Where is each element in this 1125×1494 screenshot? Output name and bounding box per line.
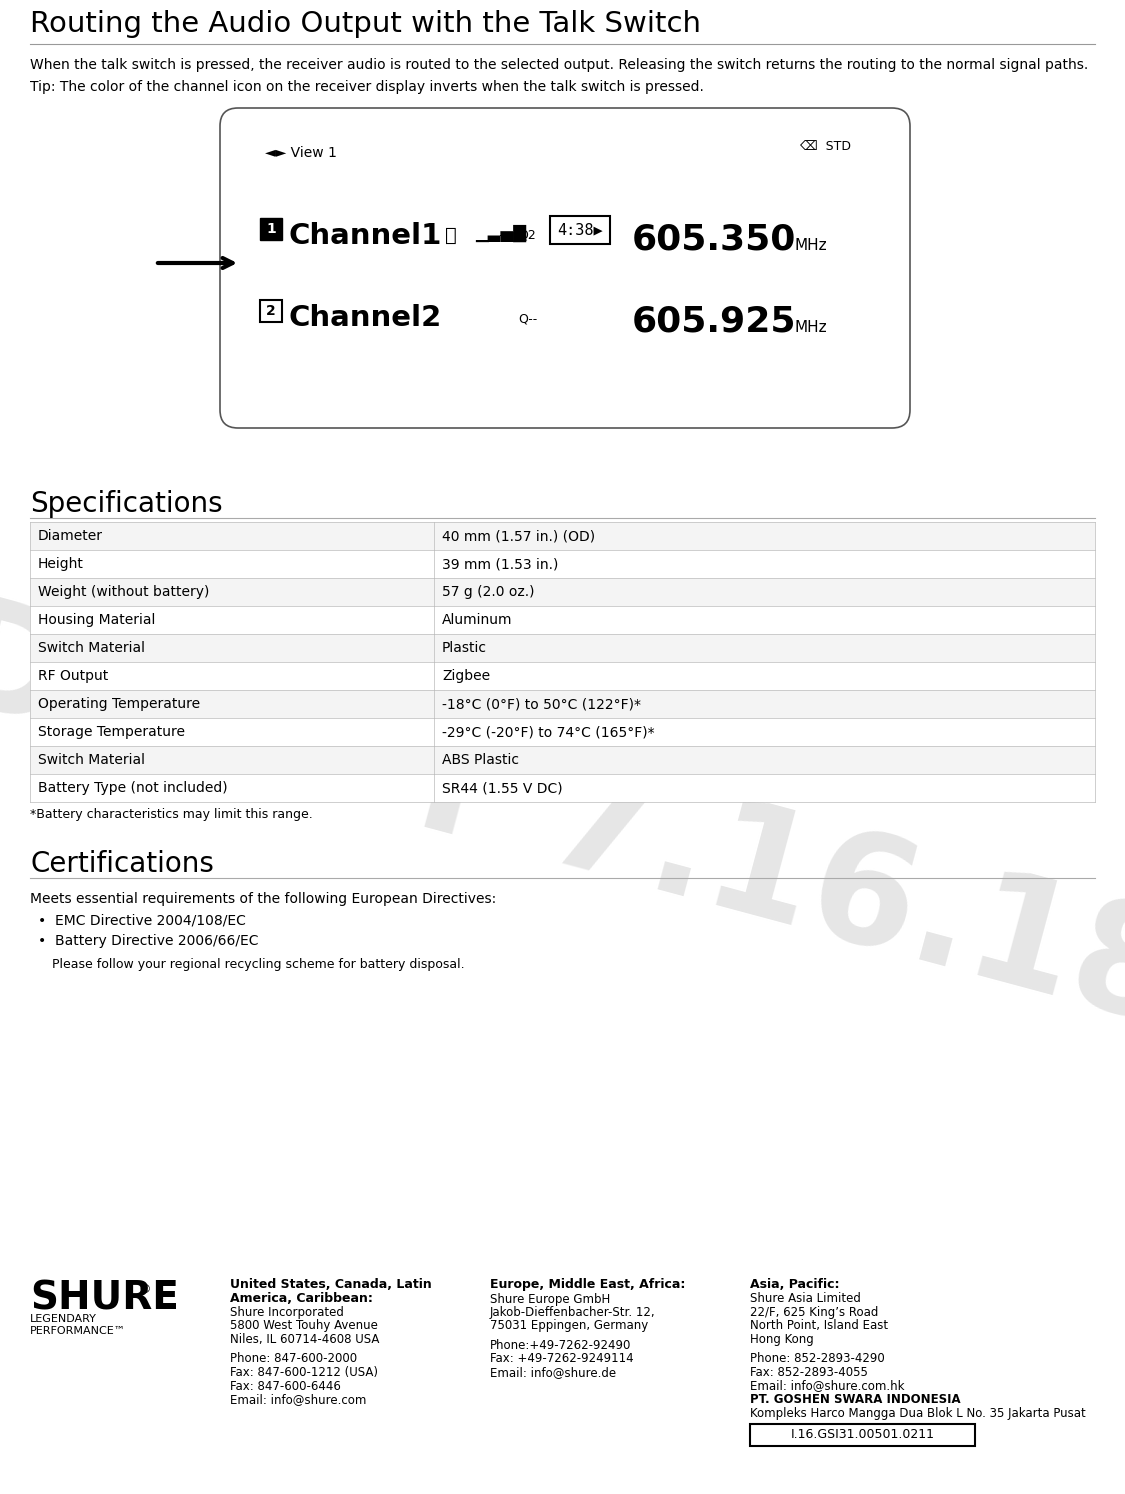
Text: Diameter: Diameter bbox=[38, 529, 104, 542]
Text: Routing the Audio Output with the Talk Switch: Routing the Audio Output with the Talk S… bbox=[30, 10, 701, 37]
Bar bbox=[30, 607, 1095, 633]
Text: Certifications: Certifications bbox=[30, 850, 214, 878]
Text: 1: 1 bbox=[267, 223, 276, 236]
Text: Europe, Middle East, Africa:: Europe, Middle East, Africa: bbox=[490, 1277, 685, 1291]
Text: Jakob-Dieffenbacher-Str. 12,: Jakob-Dieffenbacher-Str. 12, bbox=[490, 1306, 656, 1319]
Text: *Battery characteristics may limit this range.: *Battery characteristics may limit this … bbox=[30, 808, 313, 822]
Text: ABS Plastic: ABS Plastic bbox=[442, 753, 519, 766]
Text: MHz: MHz bbox=[795, 238, 828, 252]
Text: Storage Temperature: Storage Temperature bbox=[38, 725, 184, 740]
Text: Height: Height bbox=[38, 557, 84, 571]
Text: America, Caribbean:: America, Caribbean: bbox=[229, 1291, 372, 1304]
Bar bbox=[260, 300, 282, 323]
Text: SR44 (1.55 V DC): SR44 (1.55 V DC) bbox=[442, 781, 562, 795]
Text: Email: info@shure.de: Email: info@shure.de bbox=[490, 1366, 616, 1379]
Text: 39 mm (1.53 in.): 39 mm (1.53 in.) bbox=[442, 557, 558, 571]
Text: Asia, Pacific:: Asia, Pacific: bbox=[750, 1277, 839, 1291]
Text: Channel2: Channel2 bbox=[288, 303, 441, 332]
Text: Channel1: Channel1 bbox=[288, 223, 441, 249]
Text: PT. GOSHEN SWARA INDONESIA: PT. GOSHEN SWARA INDONESIA bbox=[750, 1392, 961, 1406]
Bar bbox=[30, 774, 1095, 802]
Text: 2: 2 bbox=[267, 303, 276, 318]
Text: Niles, IL 60714-4608 USA: Niles, IL 60714-4608 USA bbox=[229, 1333, 379, 1346]
Text: Operating Temperature: Operating Temperature bbox=[38, 698, 200, 711]
Bar bbox=[30, 719, 1095, 746]
Text: 40 mm (1.57 in.) (OD): 40 mm (1.57 in.) (OD) bbox=[442, 529, 595, 542]
Text: North Point, Island East: North Point, Island East bbox=[750, 1319, 888, 1333]
Text: 75031 Eppingen, Germany: 75031 Eppingen, Germany bbox=[490, 1319, 648, 1333]
Text: -18°C (0°F) to 50°C (122°F)*: -18°C (0°F) to 50°C (122°F)* bbox=[442, 698, 641, 711]
Bar bbox=[30, 521, 1095, 550]
Text: Email: info@shure.com: Email: info@shure.com bbox=[229, 1392, 367, 1406]
Bar bbox=[30, 690, 1095, 719]
Text: Shure Incorporated: Shure Incorporated bbox=[229, 1306, 344, 1319]
Text: Fax: 852-2893-4055: Fax: 852-2893-4055 bbox=[750, 1366, 867, 1379]
Text: Specifications: Specifications bbox=[30, 490, 223, 518]
Text: Aluminum: Aluminum bbox=[442, 613, 513, 627]
Text: 5800 West Touhy Avenue: 5800 West Touhy Avenue bbox=[229, 1319, 378, 1333]
Bar bbox=[30, 578, 1095, 607]
Text: MHz: MHz bbox=[795, 320, 828, 335]
Text: United States, Canada, Latin: United States, Canada, Latin bbox=[229, 1277, 432, 1291]
Text: Meets essential requirements of the following European Directives:: Meets essential requirements of the foll… bbox=[30, 892, 496, 905]
Text: Q--: Q-- bbox=[518, 312, 538, 326]
Text: PERFORMANCE™: PERFORMANCE™ bbox=[30, 1327, 126, 1336]
Text: SHURE: SHURE bbox=[30, 1280, 179, 1318]
Bar bbox=[750, 1424, 975, 1446]
FancyBboxPatch shape bbox=[220, 108, 910, 427]
Text: DRAFT 7.16.18: DRAFT 7.16.18 bbox=[0, 584, 1125, 1056]
Bar bbox=[550, 217, 610, 244]
Text: -29°C (-20°F) to 74°C (165°F)*: -29°C (-20°F) to 74°C (165°F)* bbox=[442, 725, 655, 740]
Text: When the talk switch is pressed, the receiver audio is routed to the selected ou: When the talk switch is pressed, the rec… bbox=[30, 58, 1088, 72]
Text: 4:38▶: 4:38▶ bbox=[557, 223, 603, 238]
Text: Phone: 852-2893-4290: Phone: 852-2893-4290 bbox=[750, 1352, 884, 1366]
Text: I.16.GSI31.00501.0211: I.16.GSI31.00501.0211 bbox=[791, 1428, 935, 1442]
Text: Battery Type (not included): Battery Type (not included) bbox=[38, 781, 227, 795]
Text: •  Battery Directive 2006/66/EC: • Battery Directive 2006/66/EC bbox=[38, 934, 259, 949]
Text: Q2: Q2 bbox=[518, 229, 536, 241]
Bar bbox=[260, 218, 282, 241]
Text: Fax: 847-600-6446: Fax: 847-600-6446 bbox=[229, 1379, 341, 1392]
Text: 57 g (2.0 oz.): 57 g (2.0 oz.) bbox=[442, 586, 534, 599]
Text: Switch Material: Switch Material bbox=[38, 641, 145, 654]
Text: Weight (without battery): Weight (without battery) bbox=[38, 586, 209, 599]
Text: ⚿: ⚿ bbox=[446, 226, 457, 245]
Text: Phone: 847-600-2000: Phone: 847-600-2000 bbox=[229, 1352, 357, 1366]
Bar bbox=[30, 746, 1095, 774]
Text: Kompleks Harco Mangga Dua Blok L No. 35 Jakarta Pusat: Kompleks Harco Mangga Dua Blok L No. 35 … bbox=[750, 1406, 1086, 1419]
Text: Shure Asia Limited: Shure Asia Limited bbox=[750, 1292, 861, 1306]
Text: LEGENDARY: LEGENDARY bbox=[30, 1315, 97, 1324]
Text: ◄► View 1: ◄► View 1 bbox=[266, 146, 336, 160]
Text: Hong Kong: Hong Kong bbox=[750, 1333, 813, 1346]
Text: Housing Material: Housing Material bbox=[38, 613, 155, 627]
Text: ®: ® bbox=[138, 1283, 151, 1295]
Bar bbox=[30, 662, 1095, 690]
Text: Phone:+49-7262-92490: Phone:+49-7262-92490 bbox=[490, 1339, 631, 1352]
Text: Email: info@shure.com.hk: Email: info@shure.com.hk bbox=[750, 1379, 904, 1392]
Text: Please follow your regional recycling scheme for battery disposal.: Please follow your regional recycling sc… bbox=[52, 958, 465, 971]
Text: Tip: The color of the channel icon on the receiver display inverts when the talk: Tip: The color of the channel icon on th… bbox=[30, 81, 704, 94]
Bar bbox=[30, 550, 1095, 578]
Text: Switch Material: Switch Material bbox=[38, 753, 145, 766]
Text: Fax: 847-600-1212 (USA): Fax: 847-600-1212 (USA) bbox=[229, 1366, 378, 1379]
Text: Fax: +49-7262-9249114: Fax: +49-7262-9249114 bbox=[490, 1352, 633, 1366]
Text: •  EMC Directive 2004/108/EC: • EMC Directive 2004/108/EC bbox=[38, 914, 246, 928]
Bar bbox=[30, 633, 1095, 662]
Text: 605.925: 605.925 bbox=[632, 303, 796, 338]
Text: Zigbee: Zigbee bbox=[442, 669, 490, 683]
Text: RF Output: RF Output bbox=[38, 669, 108, 683]
Text: 605.350: 605.350 bbox=[632, 223, 796, 255]
Text: ⌫  STD: ⌫ STD bbox=[800, 140, 850, 152]
Text: Plastic: Plastic bbox=[442, 641, 487, 654]
Text: 22/F, 625 King’s Road: 22/F, 625 King’s Road bbox=[750, 1306, 879, 1319]
Text: Shure Europe GmbH: Shure Europe GmbH bbox=[490, 1292, 610, 1306]
Text: ▁▃▅█: ▁▃▅█ bbox=[475, 224, 526, 242]
